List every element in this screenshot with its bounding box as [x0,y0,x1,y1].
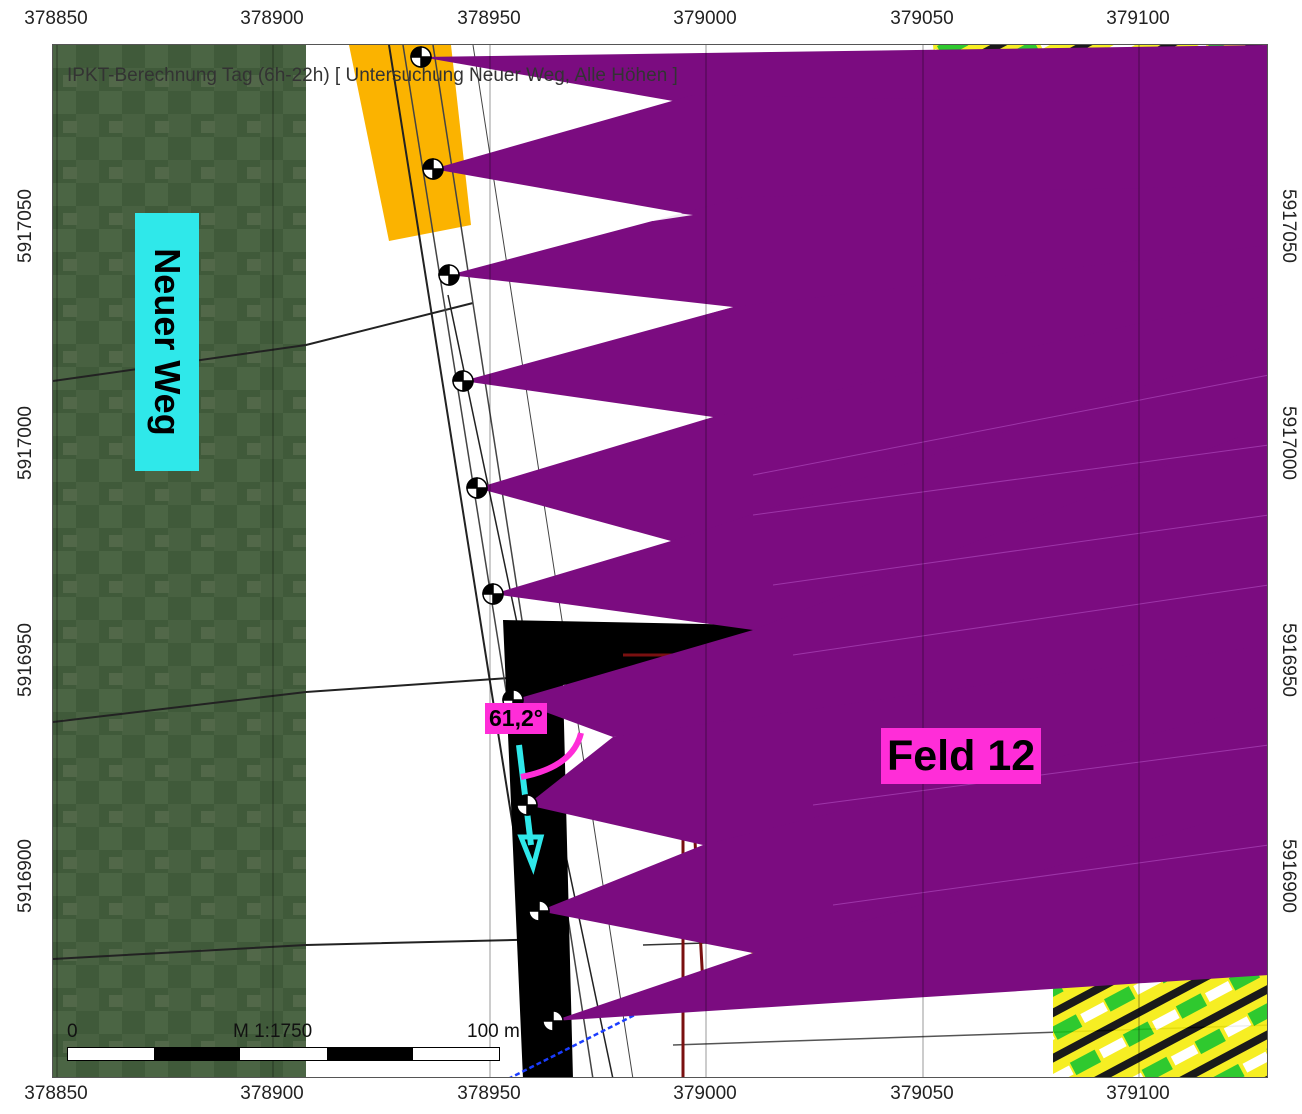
x-tick-bottom: 378850 [24,1083,88,1104]
y-tick-right: 5916950 [1278,623,1299,697]
x-tick-top: 378900 [240,8,304,29]
road-label: Neuer Weg [135,213,199,471]
scale-zero-label: 0 [67,1021,78,1042]
x-tick-bottom: 379000 [673,1083,737,1104]
x-tick-top: 379100 [1106,8,1170,29]
x-tick-bottom: 378950 [457,1083,521,1104]
x-tick-top: 378850 [24,8,88,29]
x-tick-bottom: 379100 [1106,1083,1170,1104]
y-tick-right: 5916900 [1278,839,1299,913]
ray-fans [421,45,1267,1021]
y-tick-left: 5917000 [15,406,36,480]
field-label: Feld 12 [881,728,1042,784]
x-tick-top: 378950 [457,8,521,29]
angle-arc [520,732,584,780]
x-tick-bottom: 379050 [890,1083,954,1104]
angle-label: 61,2° [485,703,547,734]
y-tick-left: 5916900 [15,839,36,913]
y-tick-left: 5916950 [15,623,36,697]
scale-ratio-label: M 1:1750 [233,1021,313,1042]
y-tick-right: 5917050 [1278,189,1299,263]
x-tick-top: 379000 [673,8,737,29]
scale-bar [67,1047,500,1061]
map-title: IPKT-Berechnung Tag (6h-22h) [ Untersuch… [67,65,678,86]
y-tick-left: 5917050 [15,189,36,263]
y-tick-right: 5917000 [1278,406,1299,480]
scale-distance-label: 100 m [467,1021,520,1042]
map-drawing [53,45,1267,1077]
road-label-text: Neuer Weg [147,248,188,436]
x-tick-bottom: 378900 [240,1083,304,1104]
map-canvas[interactable]: IPKT-Berechnung Tag (6h-22h) [ Untersuch… [52,44,1268,1078]
x-tick-top: 379050 [890,8,954,29]
